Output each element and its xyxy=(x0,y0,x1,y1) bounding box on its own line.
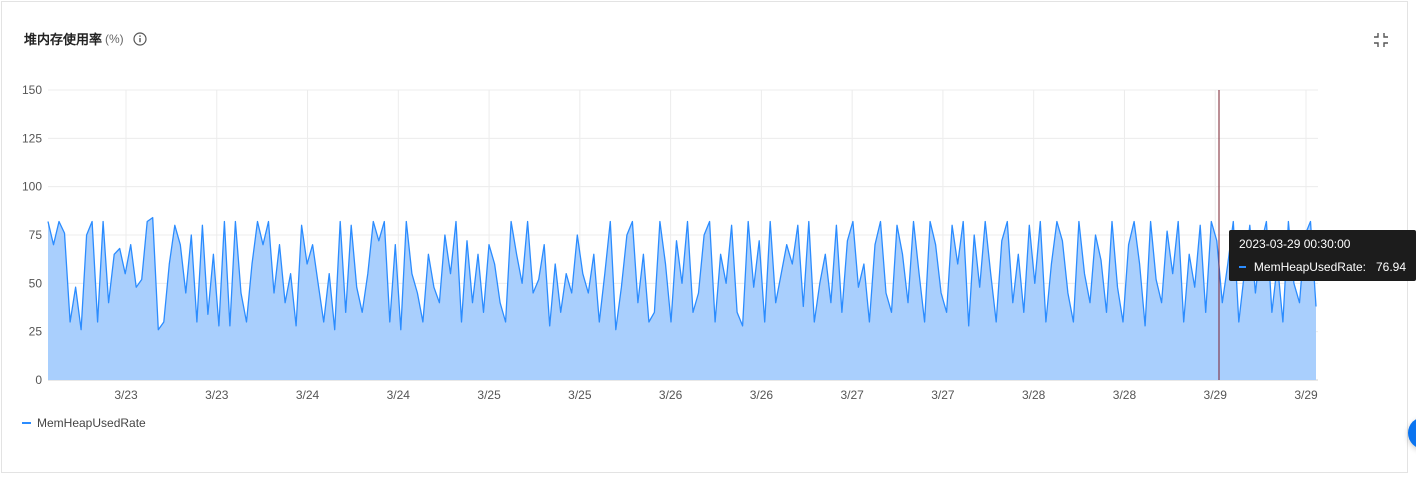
x-tick-label: 3/28 xyxy=(1113,388,1137,402)
y-tick-label: 150 xyxy=(22,83,42,97)
x-tick-label: 3/24 xyxy=(296,388,320,402)
tooltip-time: 2023-03-29 00:30:00 xyxy=(1239,237,1351,251)
tooltip-row: MemHeapUsedRate: 76.94 xyxy=(1239,260,1406,274)
series-area-fill xyxy=(48,217,1316,380)
tooltip-swatch xyxy=(1239,266,1246,268)
x-tick-label: 3/27 xyxy=(931,388,955,402)
panel-title: 堆内存使用率 (%) xyxy=(24,29,147,48)
panel-title-unit: (%) xyxy=(105,31,124,46)
x-tick-label: 3/28 xyxy=(1022,388,1046,402)
tooltip-series: MemHeapUsedRate: xyxy=(1253,260,1366,274)
x-tick-label: 3/29 xyxy=(1204,388,1228,402)
y-tick-label: 125 xyxy=(22,131,42,145)
x-tick-label: 3/25 xyxy=(477,388,501,402)
series-line xyxy=(47,216,1317,331)
x-tick-label: 3/23 xyxy=(114,388,138,402)
y-tick-label: 50 xyxy=(29,276,43,290)
x-tick-label: 3/25 xyxy=(568,388,592,402)
tooltip-value: 76.94 xyxy=(1375,260,1406,274)
legend-label: MemHeapUsedRate xyxy=(37,416,146,430)
x-tick-label: 3/23 xyxy=(205,388,229,402)
legend-swatch xyxy=(22,422,31,424)
y-tick-label: 75 xyxy=(29,228,43,242)
x-tick-label: 3/26 xyxy=(750,388,774,402)
y-tick-label: 25 xyxy=(29,325,43,339)
y-tick-label: 0 xyxy=(35,373,42,387)
x-tick-label: 3/27 xyxy=(840,388,864,402)
panel-title-text: 堆内存使用率 xyxy=(24,32,103,47)
x-tick-label: 3/24 xyxy=(387,388,411,402)
legend-item-memheapusedrate[interactable]: MemHeapUsedRate xyxy=(22,416,146,430)
info-circle-icon[interactable] xyxy=(133,31,147,46)
chart-tooltip: 2023-03-29 00:30:00 MemHeapUsedRate: 76.… xyxy=(1229,230,1416,281)
floating-help-button[interactable] xyxy=(1408,417,1416,449)
y-tick-label: 100 xyxy=(22,180,42,194)
collapse-arrows-icon[interactable] xyxy=(1373,32,1389,48)
x-tick-label: 3/29 xyxy=(1294,388,1318,402)
x-tick-label: 3/26 xyxy=(659,388,683,402)
